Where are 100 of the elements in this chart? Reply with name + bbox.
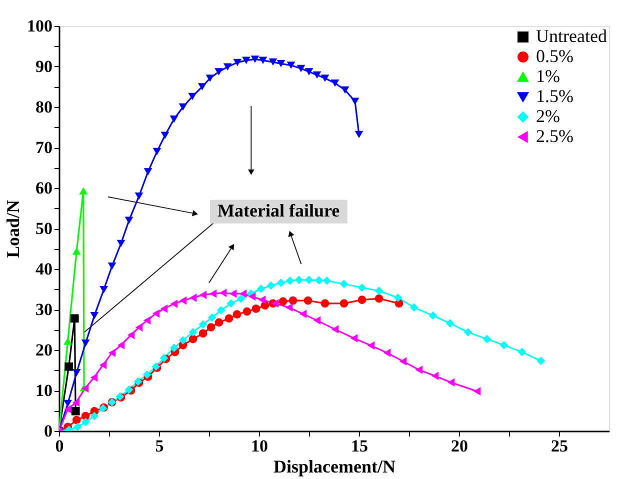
point (248, 292, 256, 301)
point (170, 344, 178, 352)
y-tick-label: 20 (36, 340, 52, 360)
point (447, 378, 455, 387)
point (214, 318, 224, 327)
point (304, 296, 312, 305)
point (70, 314, 79, 323)
x-tick-label: 5 (155, 436, 164, 456)
point (72, 369, 81, 376)
point (286, 62, 296, 69)
point (258, 56, 268, 64)
legend-label: 1.5% (536, 86, 574, 106)
point (219, 288, 227, 298)
point (214, 68, 223, 76)
point (322, 276, 332, 285)
point (206, 323, 216, 332)
point (100, 286, 108, 294)
y-axis-title: Load/N (3, 200, 23, 258)
point (399, 357, 407, 366)
point (188, 328, 198, 336)
point (64, 362, 73, 371)
point (108, 348, 116, 358)
y-tick-label: 60 (36, 178, 52, 198)
legend-label: 2.5% (536, 126, 574, 146)
point (446, 319, 454, 328)
point (350, 98, 360, 105)
legend-label: 2% (536, 106, 560, 126)
point (320, 74, 330, 82)
y-tick-label: 70 (36, 138, 52, 157)
point (354, 130, 364, 138)
point (64, 404, 72, 414)
point (90, 412, 99, 420)
point (90, 312, 99, 320)
point (188, 92, 197, 100)
point (81, 339, 90, 347)
point (116, 240, 126, 248)
point (229, 290, 237, 298)
x-tick-label: 15 (351, 436, 368, 456)
point (473, 387, 481, 396)
point (198, 329, 208, 338)
point (431, 372, 439, 380)
point (299, 310, 307, 318)
point (79, 187, 88, 194)
point (144, 168, 152, 176)
point (72, 248, 81, 255)
point (518, 348, 526, 356)
point (72, 416, 81, 424)
y-tick-label: 30 (36, 300, 52, 319)
point (189, 294, 197, 302)
legend-label: 1% (536, 66, 560, 86)
point (256, 284, 266, 294)
point (160, 304, 168, 313)
point (134, 192, 144, 200)
point (179, 296, 187, 305)
point (209, 290, 217, 298)
point (72, 398, 80, 407)
point (81, 418, 90, 426)
point (276, 60, 286, 68)
point (394, 294, 402, 302)
point (108, 262, 116, 270)
y-tick-label: 10 (36, 381, 52, 400)
point (223, 63, 232, 71)
point (294, 276, 304, 284)
point (199, 290, 207, 300)
point (367, 341, 375, 350)
point (127, 330, 135, 340)
y-tick-label: 50 (36, 219, 52, 238)
point (286, 276, 294, 285)
y-tick-label: 90 (36, 57, 52, 76)
point (340, 299, 348, 308)
point (250, 56, 260, 63)
point (350, 334, 358, 342)
point (73, 422, 82, 431)
point (285, 303, 293, 312)
point (358, 283, 366, 292)
x-tick-label: 25 (551, 436, 568, 456)
point (358, 296, 366, 304)
point (178, 336, 188, 344)
legend-label: Untreated (536, 26, 607, 46)
point (236, 294, 246, 303)
x-axis-title: Displacement/N (274, 456, 396, 476)
point (304, 68, 314, 76)
point (266, 281, 276, 290)
point (278, 297, 288, 306)
point (268, 58, 278, 66)
point (170, 116, 178, 123)
point (242, 56, 250, 64)
point (340, 280, 348, 288)
point (313, 316, 321, 325)
point (226, 299, 236, 308)
point (331, 325, 339, 334)
point (198, 83, 206, 90)
point (117, 340, 125, 350)
point (242, 307, 252, 316)
point (178, 103, 188, 111)
point (188, 334, 198, 344)
point (464, 328, 472, 336)
point (271, 299, 279, 308)
point (330, 79, 340, 87)
point (415, 366, 423, 374)
